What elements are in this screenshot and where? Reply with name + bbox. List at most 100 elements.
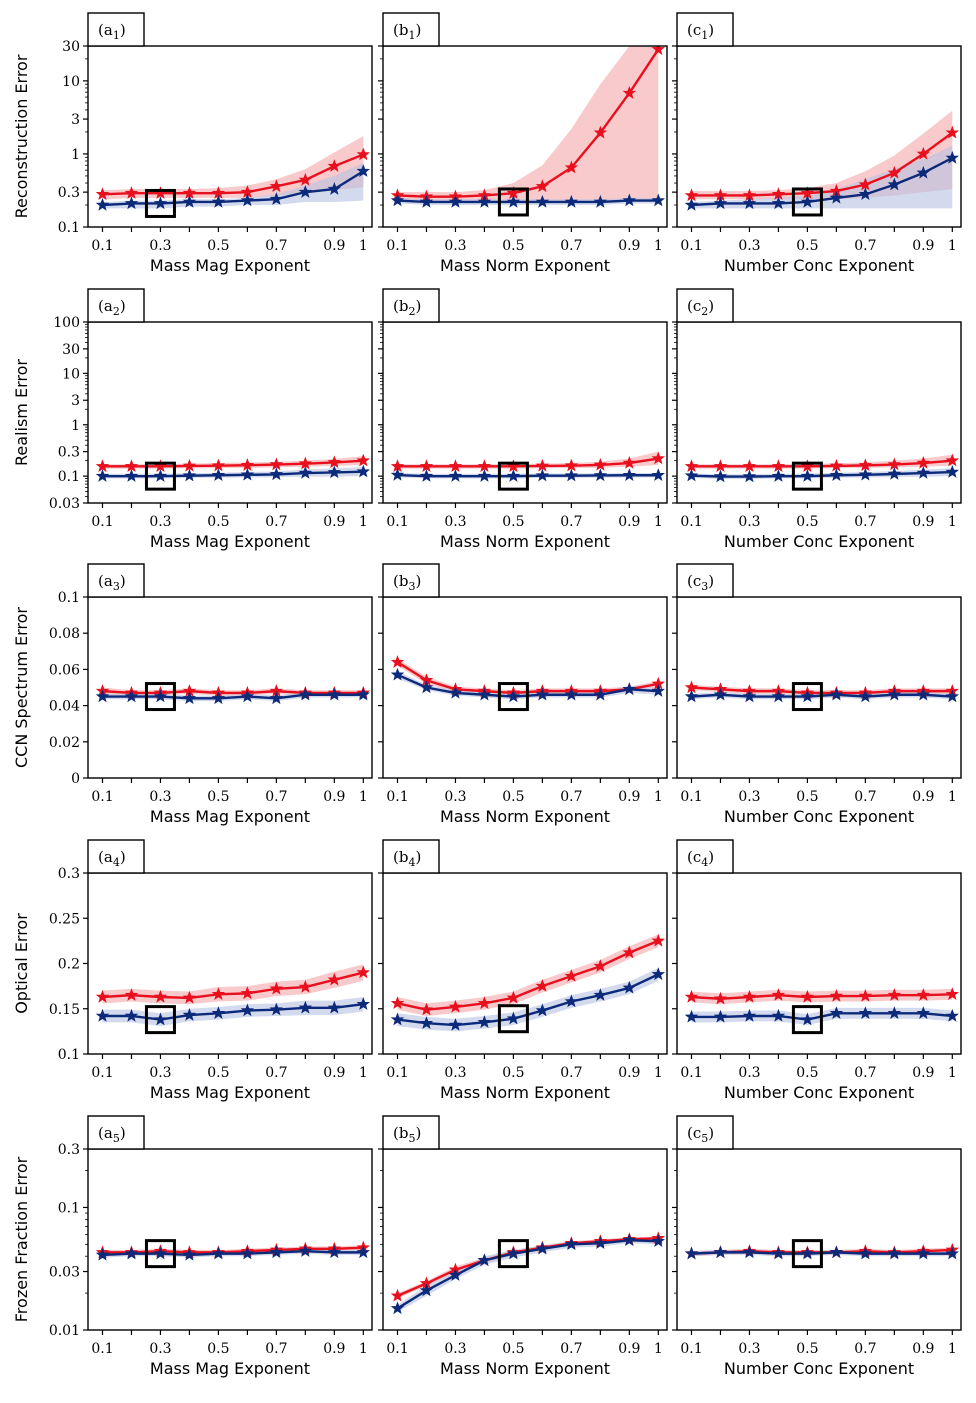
axes-frame bbox=[87, 321, 373, 504]
y-tick-label: 0.03 bbox=[49, 1265, 80, 1281]
x-tick-label: 0.3 bbox=[149, 789, 171, 805]
x-axis-label: Number Conc Exponent bbox=[724, 256, 914, 275]
series-blue-point bbox=[916, 687, 931, 701]
series-red-point bbox=[622, 86, 637, 99]
panel-label-index: 5 bbox=[701, 1132, 708, 1145]
panel-label-close: ) bbox=[708, 572, 714, 590]
series-red-point bbox=[713, 991, 728, 1005]
panel-label: (a1) bbox=[98, 21, 126, 42]
panel-label-index: 1 bbox=[113, 29, 120, 42]
series-blue-point bbox=[887, 177, 902, 191]
series-red-point bbox=[477, 459, 492, 473]
x-tick-label: 0.7 bbox=[560, 238, 582, 254]
x-tick-label: 1 bbox=[654, 1341, 663, 1357]
panel-label-letter: c bbox=[693, 297, 701, 315]
series-blue-point bbox=[298, 465, 313, 479]
series-blue-point bbox=[564, 687, 579, 701]
y-tick-label: 0.1 bbox=[58, 1047, 80, 1063]
panel-label-open: ( bbox=[393, 297, 399, 315]
series-blue-point bbox=[327, 1245, 342, 1259]
y-tick-label: 0.1 bbox=[58, 220, 80, 236]
series-blue-point bbox=[887, 687, 902, 701]
axes-frame bbox=[87, 872, 373, 1055]
selected-value-box bbox=[497, 1239, 529, 1269]
x-tick-label: 1 bbox=[359, 789, 368, 805]
panel-label-index: 2 bbox=[113, 305, 120, 318]
selected-value-box bbox=[497, 1004, 529, 1034]
series-red-point bbox=[153, 989, 168, 1003]
series-red-point bbox=[651, 933, 666, 947]
y-tick-label: 10 bbox=[62, 74, 80, 90]
panel-label-close: ) bbox=[120, 1124, 126, 1142]
panel-a5: 0.01 0.03 0.1 0.3 0.1 0.3 0.5 0.7 0.9 1 Mass Mag E… bbox=[12, 1115, 373, 1378]
panel-label-close: ) bbox=[415, 572, 421, 590]
panel-label-close: ) bbox=[415, 848, 421, 866]
x-tick-label: 0.3 bbox=[444, 514, 466, 530]
selected-value-box bbox=[497, 461, 529, 491]
y-tick-label: 0.2 bbox=[58, 957, 80, 973]
x-tick-label: 0.5 bbox=[502, 1065, 524, 1081]
series-blue-point bbox=[419, 194, 434, 208]
y-tick-label: 0.25 bbox=[49, 911, 80, 927]
panel-label-index: 3 bbox=[113, 580, 120, 593]
series-blue-point bbox=[535, 194, 550, 208]
panel-label: (b1) bbox=[393, 21, 421, 42]
series-red-line bbox=[691, 993, 953, 1000]
series-blue-point bbox=[124, 469, 139, 482]
panel-label: (a5) bbox=[98, 1124, 126, 1145]
x-tick-label: 0.5 bbox=[502, 514, 524, 530]
series-blue-point bbox=[742, 1008, 757, 1022]
panel-label-letter: c bbox=[693, 572, 701, 590]
x-tick-label: 0.1 bbox=[680, 1065, 702, 1081]
series-blue-point bbox=[182, 1008, 197, 1021]
x-axis-label: Number Conc Exponent bbox=[724, 1359, 914, 1378]
selected-value-box bbox=[144, 188, 176, 218]
series-blue-point bbox=[211, 1006, 226, 1019]
panel-label-open: ( bbox=[393, 1124, 399, 1142]
x-tick-label: 0.7 bbox=[854, 238, 876, 254]
x-tick-label: 0.1 bbox=[91, 789, 113, 805]
x-tick-label: 0.1 bbox=[680, 1341, 702, 1357]
series-blue-point bbox=[182, 194, 197, 208]
panel-label-close: ) bbox=[708, 21, 714, 39]
y-tick-label: 0.3 bbox=[58, 866, 80, 882]
series-blue-point bbox=[240, 1003, 255, 1017]
panel-label-box bbox=[676, 839, 734, 874]
x-axis-label: Mass Mag Exponent bbox=[150, 532, 310, 551]
panel-label-box bbox=[676, 1115, 734, 1150]
series-blue-point bbox=[858, 1006, 873, 1019]
y-tick-label: 1 bbox=[71, 147, 80, 163]
x-tick-label: 1 bbox=[359, 514, 368, 530]
series-blue-point bbox=[887, 466, 902, 480]
series-blue-point bbox=[327, 687, 342, 701]
series-red-point bbox=[327, 455, 342, 469]
x-tick-label: 0.3 bbox=[444, 789, 466, 805]
series-red-point bbox=[916, 146, 931, 160]
series-blue-point bbox=[419, 1016, 434, 1029]
x-tick-label: 0.7 bbox=[265, 514, 287, 530]
panel-label-index: 4 bbox=[701, 856, 708, 869]
series-blue-point bbox=[327, 1000, 342, 1014]
series-blue-point bbox=[742, 469, 757, 483]
panel-label-box bbox=[87, 839, 145, 874]
series-blue-point bbox=[684, 197, 699, 211]
series-red-point bbox=[916, 455, 931, 469]
axes-frame bbox=[382, 321, 668, 504]
series-blue-point bbox=[564, 468, 579, 482]
series-red-point bbox=[742, 459, 757, 473]
series-blue-point bbox=[477, 1253, 492, 1267]
panel-label: (a2) bbox=[98, 297, 126, 318]
y-tick-label: 0.04 bbox=[49, 699, 80, 715]
series-blue-point bbox=[124, 1246, 139, 1260]
series-blue-point bbox=[506, 689, 521, 703]
x-tick-label: 0.1 bbox=[91, 238, 113, 254]
series-red-point bbox=[887, 165, 902, 179]
series-blue-point bbox=[448, 469, 463, 482]
series-blue-point bbox=[269, 192, 284, 205]
series-red-point bbox=[477, 996, 492, 1010]
panel-label-index: 1 bbox=[701, 29, 708, 42]
x-tick-label: 0.9 bbox=[618, 1065, 640, 1081]
series-blue-point bbox=[651, 684, 666, 697]
panel-label-index: 3 bbox=[701, 580, 708, 593]
